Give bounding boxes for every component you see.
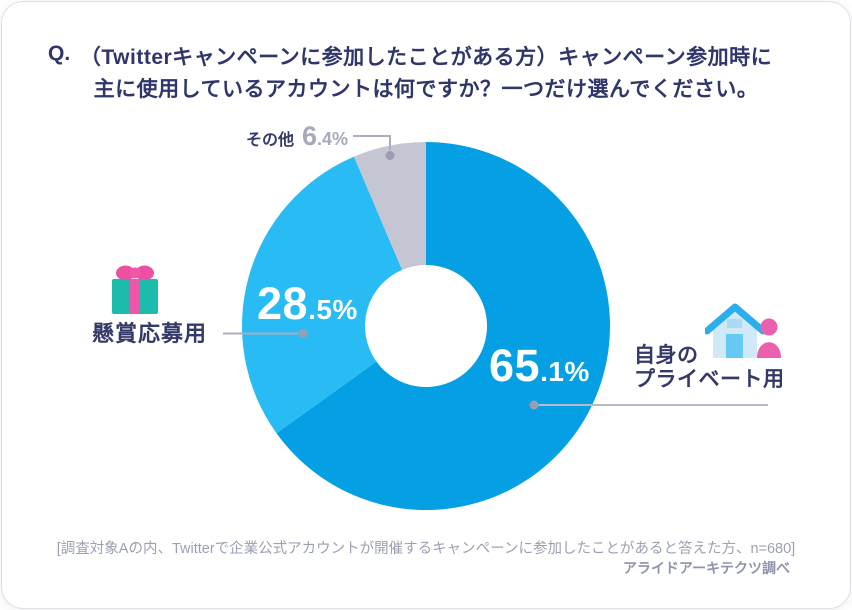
other-callout-label: その他 [246,132,295,149]
donut-slice-1 [241,156,403,434]
question-title-line1: （Twitterキャンペーンに参加したことがある方）キャンペーン参加時に [79,46,773,69]
slice-value-other: 6.4% [302,121,348,152]
slice-value-other-frac: .4% [317,129,349,149]
leader-dot-other [385,151,395,160]
slice-value-prize-int: 28 [257,278,309,329]
survey-source: アライドアーキテクツ調べ [622,560,790,576]
question-mark-label: Q. [48,42,71,65]
private-callout-label: 自身の プライベート用 [634,344,785,392]
donut-slices [241,142,610,510]
other-callout: その他 6.4% [246,121,348,152]
question-title: （Twitterキャンペーンに参加したことがある方）キャンペーン参加時に 主に使… [2,42,850,106]
leader-line-other [353,135,391,150]
question-title-line2: 主に使用しているアカウントは何ですか？一つだけ選んでください。 [93,78,759,101]
slice-value-prize-frac: .5% [308,294,358,325]
slice-value-prize: 28.5% [257,278,358,330]
private-callout-line1: 自身の [634,344,699,367]
donut-slice-0 [276,142,610,510]
prize-callout-label: 懸賞応募用 [92,321,208,346]
private-callout-line2: プライベート用 [634,368,785,391]
donut-slice-2 [353,142,426,270]
leader-dot-private [529,400,539,410]
slice-value-private-frac: .1% [540,356,590,387]
survey-note: [調査対象Aの内、Twitterで企業公式アカウントが開催するキャンペーンに参加… [56,541,796,557]
slice-value-other-int: 6 [302,121,318,151]
gift-icon [112,265,158,314]
slice-value-private-int: 65 [489,340,541,391]
house-person-icon [705,303,781,358]
leader-dot-prize [298,329,308,338]
slice-value-private: 65.1% [489,340,590,392]
